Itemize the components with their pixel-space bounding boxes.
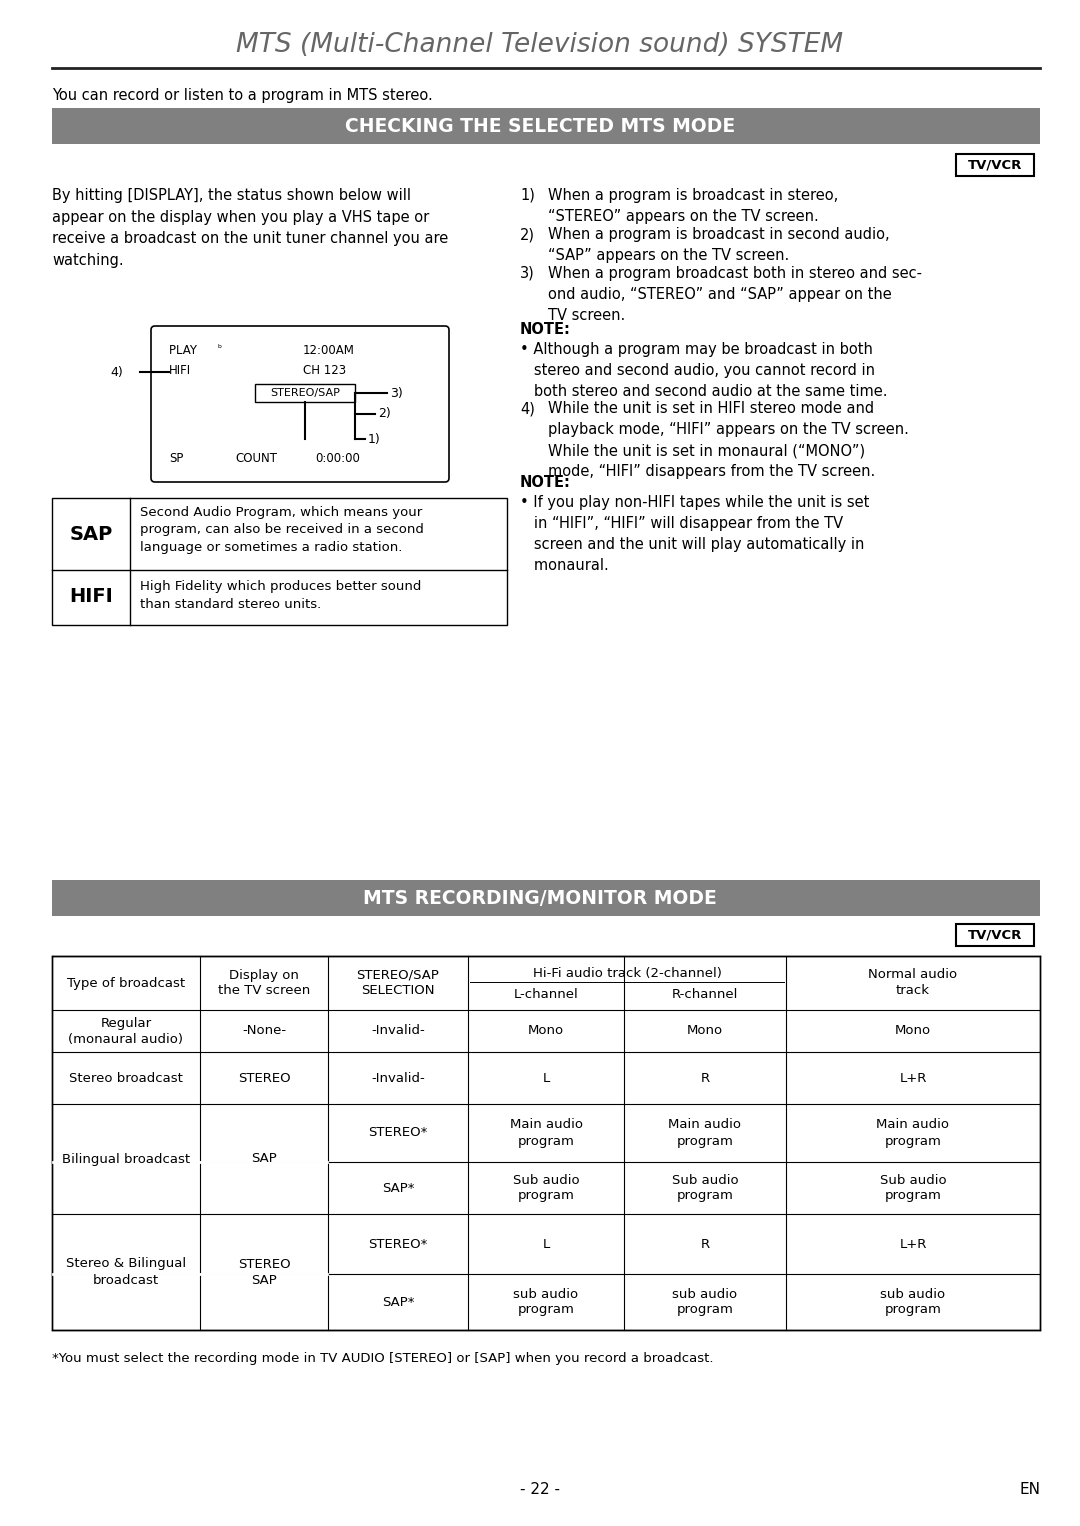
Text: You can record or listen to a program in MTS stereo.: You can record or listen to a program in… [52, 89, 433, 102]
Text: 12:00AM: 12:00AM [303, 343, 355, 357]
Text: COUNT: COUNT [235, 452, 276, 465]
Text: STEREO*: STEREO* [368, 1126, 428, 1140]
Text: sub audio
program: sub audio program [513, 1288, 579, 1317]
Text: 1): 1) [519, 188, 535, 203]
Text: Second Audio Program, which means your
program, can also be received in a second: Second Audio Program, which means your p… [140, 507, 423, 554]
Text: Hi-Fi audio track (2-channel): Hi-Fi audio track (2-channel) [532, 967, 721, 981]
Text: 4): 4) [110, 366, 123, 378]
Text: L+R: L+R [900, 1071, 927, 1085]
Text: SP: SP [168, 452, 184, 465]
Text: When a program is broadcast in stereo,
“STEREO” appears on the TV screen.: When a program is broadcast in stereo, “… [548, 188, 838, 224]
Text: -None-: -None- [242, 1024, 286, 1038]
Text: 2): 2) [378, 407, 391, 421]
Text: sub audio
program: sub audio program [673, 1288, 738, 1317]
Text: -Invalid-: -Invalid- [372, 1071, 424, 1085]
Text: sub audio
program: sub audio program [880, 1288, 946, 1317]
Bar [956, 154, 1034, 175]
FancyBboxPatch shape [151, 327, 449, 482]
Text: High Fidelity which produces better sound
than standard stereo units.: High Fidelity which produces better soun… [140, 580, 421, 610]
Text: When a program is broadcast in second audio,
“SAP” appears on the TV screen.: When a program is broadcast in second au… [548, 227, 890, 262]
Bar [956, 925, 1034, 946]
Text: R: R [701, 1238, 710, 1250]
Text: L-channel: L-channel [514, 987, 579, 1001]
Text: SAP*: SAP* [381, 1181, 415, 1195]
Text: By hitting [DISPLAY], the status shown below will
appear on the display when you: By hitting [DISPLAY], the status shown b… [52, 188, 448, 267]
Text: L: L [542, 1238, 550, 1250]
Text: PLAY: PLAY [168, 343, 201, 357]
Text: R-channel: R-channel [672, 987, 739, 1001]
Text: Main audio
program: Main audio program [877, 1119, 949, 1148]
Text: MTS (Multi-Channel Television sound) SYSTEM: MTS (Multi-Channel Television sound) SYS… [237, 32, 843, 58]
Text: EN: EN [1020, 1482, 1040, 1497]
Text: Bilingual broadcast: Bilingual broadcast [62, 1152, 190, 1166]
Text: 3): 3) [519, 266, 535, 281]
Text: CH 123: CH 123 [303, 365, 346, 377]
Text: Sub audio
program: Sub audio program [880, 1173, 946, 1202]
Text: CHECKING THE SELECTED MTS MODE: CHECKING THE SELECTED MTS MODE [345, 116, 735, 136]
Text: STEREO/SAP
SELECTION: STEREO/SAP SELECTION [356, 969, 440, 998]
Text: When a program broadcast both in stereo and sec-
ond audio, “STEREO” and “SAP” a: When a program broadcast both in stereo … [548, 266, 922, 324]
Text: Main audio
program: Main audio program [669, 1119, 742, 1148]
Text: Normal audio
track: Normal audio track [868, 969, 958, 998]
Text: TV/VCR: TV/VCR [968, 159, 1022, 171]
Bar [52, 881, 1040, 916]
Text: Regular
(monaural audio): Regular (monaural audio) [68, 1016, 184, 1045]
Text: -Invalid-: -Invalid- [372, 1024, 424, 1038]
Text: While the unit is set in HIFI stereo mode and
playback mode, “HIFI” appears on t: While the unit is set in HIFI stereo mod… [548, 401, 909, 479]
Text: - 22 -: - 22 - [519, 1482, 561, 1497]
Text: 2): 2) [519, 227, 535, 243]
Text: • If you play non-HIFI tapes while the unit is set
   in “HIFI”, “HIFI” will dis: • If you play non-HIFI tapes while the u… [519, 494, 869, 572]
Text: 1): 1) [368, 432, 381, 446]
Text: 4): 4) [519, 401, 535, 417]
Text: Mono: Mono [687, 1024, 724, 1038]
Bar [255, 385, 355, 401]
Text: Mono: Mono [895, 1024, 931, 1038]
Text: HIFI: HIFI [69, 588, 113, 606]
Text: • Although a program may be broadcast in both
   stereo and second audio, you ca: • Although a program may be broadcast in… [519, 342, 888, 398]
Text: Stereo broadcast: Stereo broadcast [69, 1071, 183, 1085]
Text: Sub audio
program: Sub audio program [513, 1173, 579, 1202]
Text: *You must select the recording mode in TV AUDIO [STEREO] or [SAP] when you recor: *You must select the recording mode in T… [52, 1352, 714, 1364]
Text: Stereo & Bilingual
broadcast: Stereo & Bilingual broadcast [66, 1257, 186, 1286]
Text: 0:00:00: 0:00:00 [315, 452, 360, 465]
Text: L: L [542, 1071, 550, 1085]
Text: NOTE:: NOTE: [519, 475, 571, 490]
Bar [52, 108, 1040, 143]
Text: Sub audio
program: Sub audio program [672, 1173, 739, 1202]
Text: STEREO
SAP: STEREO SAP [238, 1257, 291, 1286]
Bar [52, 497, 507, 626]
Text: Main audio
program: Main audio program [510, 1119, 582, 1148]
Text: SAP: SAP [69, 525, 112, 543]
Text: ᵇ: ᵇ [217, 343, 221, 354]
Text: NOTE:: NOTE: [519, 322, 571, 337]
Text: STEREO: STEREO [238, 1071, 291, 1085]
Text: Display on
the TV screen: Display on the TV screen [218, 969, 310, 998]
Text: L+R: L+R [900, 1238, 927, 1250]
Text: Mono: Mono [528, 1024, 564, 1038]
Text: TV/VCR: TV/VCR [968, 928, 1022, 942]
Text: Type of broadcast: Type of broadcast [67, 977, 185, 989]
Text: SAP: SAP [252, 1152, 276, 1166]
Text: STEREO*: STEREO* [368, 1238, 428, 1250]
Text: STEREO/SAP: STEREO/SAP [270, 388, 340, 398]
Text: HIFI: HIFI [168, 365, 191, 377]
Text: 3): 3) [390, 386, 403, 400]
Text: R: R [701, 1071, 710, 1085]
Text: SAP*: SAP* [381, 1296, 415, 1308]
Text: MTS RECORDING/MONITOR MODE: MTS RECORDING/MONITOR MODE [363, 888, 717, 908]
Bar [52, 955, 1040, 1331]
